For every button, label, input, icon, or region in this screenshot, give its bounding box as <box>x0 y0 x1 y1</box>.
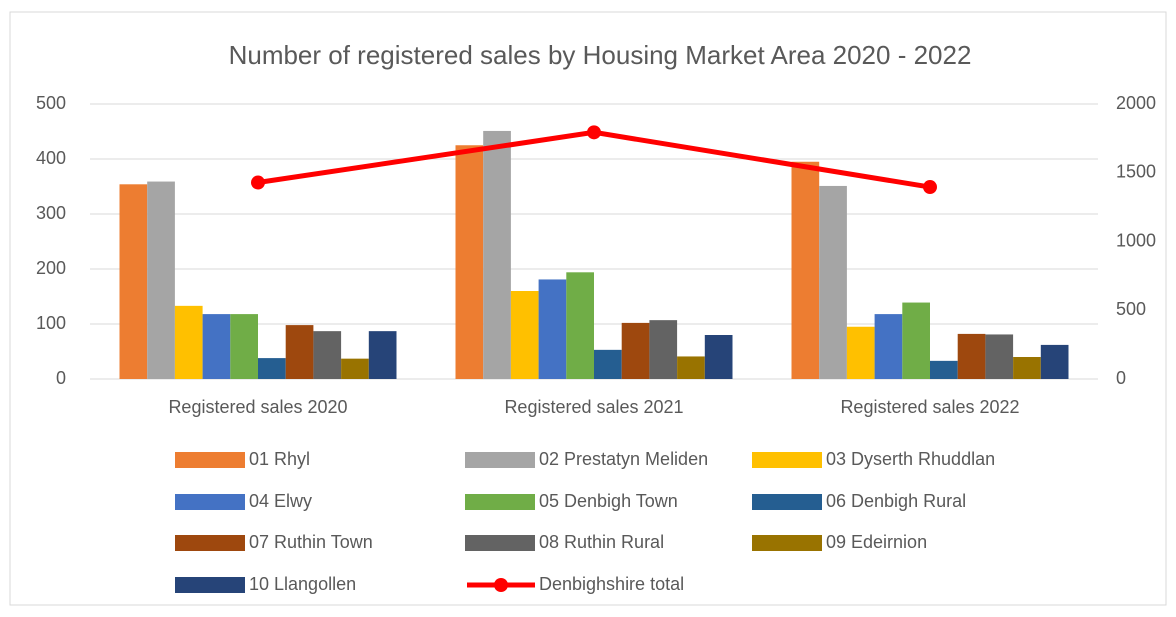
legend-label: 06 Denbigh Rural <box>826 491 966 511</box>
y-tick-label: 300 <box>36 203 66 223</box>
legend-label: 05 Denbigh Town <box>539 491 678 511</box>
legend-label: 07 Ruthin Town <box>249 532 373 552</box>
bar <box>174 305 203 379</box>
bar <box>258 358 286 379</box>
bar <box>341 358 369 379</box>
legend-marker <box>494 578 508 592</box>
bar <box>902 302 930 379</box>
bar <box>791 161 820 379</box>
bar <box>594 349 622 379</box>
bar <box>704 335 733 379</box>
legend-label: 08 Ruthin Rural <box>539 532 664 552</box>
bar <box>230 314 258 379</box>
x-tick-label: Registered sales 2021 <box>504 397 683 417</box>
legend-label: Denbighshire total <box>539 574 684 594</box>
x-tick-label: Registered sales 2020 <box>168 397 347 417</box>
bar <box>483 130 511 379</box>
bar <box>313 331 342 379</box>
legend-swatch <box>752 535 822 551</box>
y2-tick-label: 1000 <box>1116 230 1156 250</box>
legend-swatch <box>752 452 822 468</box>
bar <box>957 333 986 379</box>
legend-label: 04 Elwy <box>249 491 312 511</box>
bar <box>621 322 650 379</box>
line-marker <box>587 125 601 140</box>
y2-tick-label: 0 <box>1116 368 1126 388</box>
y-tick-label: 200 <box>36 258 66 278</box>
bar <box>930 360 958 379</box>
legend-swatch <box>175 452 245 468</box>
legend-label: 03 Dyserth Rhuddlan <box>826 449 995 469</box>
bar <box>455 145 484 379</box>
line-marker <box>251 175 265 190</box>
bar <box>285 325 314 379</box>
bar <box>147 181 175 379</box>
y-tick-label: 0 <box>56 368 66 388</box>
legend-label: 09 Edeirnion <box>826 532 927 552</box>
legend-label: 10 Llangollen <box>249 574 356 594</box>
chart-title: Number of registered sales by Housing Ma… <box>229 40 972 70</box>
legend-swatch <box>465 535 535 551</box>
bar <box>874 314 903 379</box>
bar <box>566 272 594 379</box>
bar <box>510 291 539 379</box>
legend-swatch <box>465 494 535 510</box>
bar <box>1013 357 1041 379</box>
legend-swatch <box>465 452 535 468</box>
y2-tick-label: 1500 <box>1116 162 1156 182</box>
bar <box>538 279 567 379</box>
line-marker <box>923 180 937 195</box>
legend-swatch <box>752 494 822 510</box>
bar <box>846 326 875 379</box>
x-tick-label: Registered sales 2022 <box>840 397 1019 417</box>
y-tick-label: 100 <box>36 313 66 333</box>
bar <box>985 334 1014 379</box>
y-tick-label: 500 <box>36 93 66 113</box>
bar <box>1040 344 1069 379</box>
bar <box>368 331 397 379</box>
legend-label: 02 Prestatyn Meliden <box>539 449 708 469</box>
y2-tick-label: 2000 <box>1116 93 1156 113</box>
bar <box>202 314 231 379</box>
bar <box>119 184 148 379</box>
y-tick-label: 400 <box>36 148 66 168</box>
legend-swatch <box>175 535 245 551</box>
legend-swatch <box>175 494 245 510</box>
bar <box>819 185 847 379</box>
legend-swatch <box>175 577 245 593</box>
legend-label: 01 Rhyl <box>249 449 310 469</box>
y2-tick-label: 500 <box>1116 299 1146 319</box>
bar <box>677 356 705 379</box>
bar <box>649 320 678 379</box>
